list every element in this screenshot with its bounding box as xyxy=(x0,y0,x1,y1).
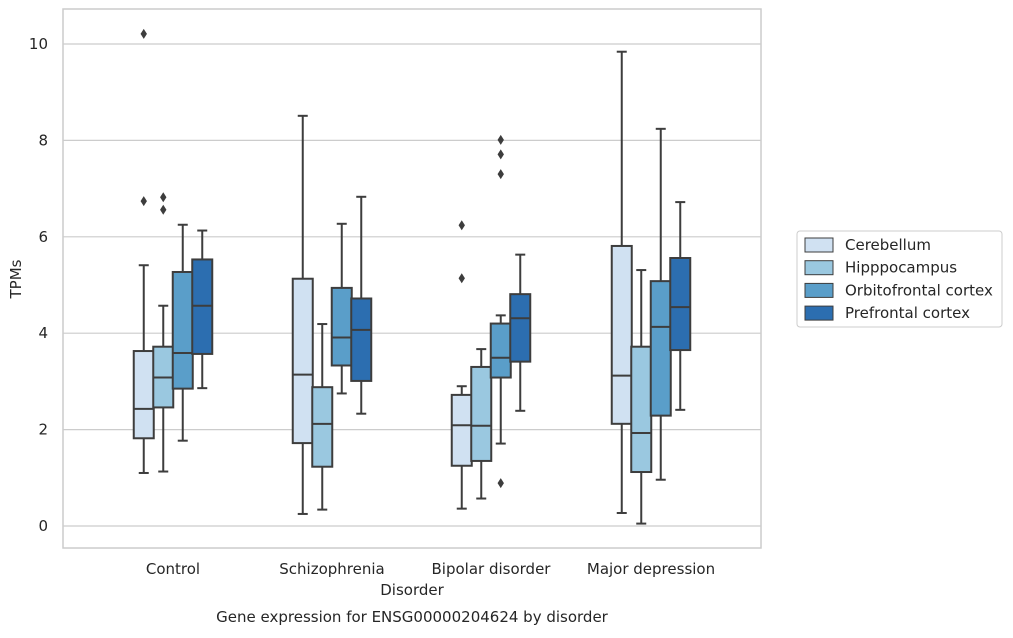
y-tick-label: 6 xyxy=(38,228,48,246)
outlier-point xyxy=(458,273,465,284)
outlier-point xyxy=(160,192,167,203)
box-prefrontal-cortex-bipolar-disorder xyxy=(509,253,532,412)
legend-swatch xyxy=(804,282,834,298)
box-cerebellum-schizophrenia xyxy=(291,114,314,515)
iqr-box xyxy=(470,365,493,462)
box-orbitofrontal-cortex-schizophrenia xyxy=(330,222,353,395)
iqr-box xyxy=(489,322,512,379)
iqr-box xyxy=(450,393,473,467)
iqr-box xyxy=(669,257,692,352)
box-hipppocampus-schizophrenia xyxy=(311,323,334,511)
iqr-box xyxy=(630,345,653,474)
iqr-box xyxy=(610,244,633,425)
y-tick-label: 2 xyxy=(38,421,48,439)
x-tick-label: Major depression xyxy=(587,560,715,578)
box-cerebellum-bipolar-disorder xyxy=(450,220,473,510)
box-orbitofrontal-cortex-control xyxy=(171,223,194,442)
legend-swatch xyxy=(804,237,834,253)
chart-caption: Gene expression for ENSG00000204624 by d… xyxy=(216,608,609,626)
plot-frame xyxy=(62,8,762,549)
box-cerebellum-major-depression xyxy=(610,50,633,514)
outlier-point xyxy=(497,478,504,489)
box-hipppocampus-bipolar-disorder xyxy=(470,348,493,500)
box-prefrontal-cortex-schizophrenia xyxy=(350,195,373,415)
legend-label: Cerebellum xyxy=(845,236,931,254)
x-axis-label: Disorder xyxy=(380,581,444,599)
iqr-box xyxy=(350,297,373,382)
outlier-point xyxy=(458,220,465,231)
outlier-point xyxy=(497,149,504,160)
y-tick-label: 4 xyxy=(38,324,48,342)
y-tick-labels: 0 2 4 6 8 10 xyxy=(29,35,48,535)
box-orbitofrontal-cortex-bipolar-disorder xyxy=(489,134,512,489)
x-tick-label: Bipolar disorder xyxy=(432,560,552,578)
x-tick-labels: Control Schizophrenia Bipolar disorder Majo… xyxy=(146,560,715,578)
iqr-box xyxy=(649,280,672,417)
outlier-point xyxy=(140,196,147,207)
iqr-box xyxy=(311,386,334,468)
box-prefrontal-cortex-control xyxy=(191,229,214,390)
legend-frame xyxy=(796,230,1003,328)
legend: Cerebellum Hipppocampus Orbitofrontal cort… xyxy=(796,230,1003,328)
iqr-box xyxy=(291,277,314,445)
iqr-box xyxy=(330,286,353,367)
y-tick-label: 10 xyxy=(29,35,48,53)
x-tick-label: Schizophrenia xyxy=(279,560,384,578)
box-orbitofrontal-cortex-major-depression xyxy=(649,127,672,481)
box-prefrontal-cortex-major-depression xyxy=(669,201,692,411)
outlier-point xyxy=(140,28,147,39)
box-hipppocampus-major-depression xyxy=(630,269,653,525)
box-cerebellum-control xyxy=(132,28,155,474)
y-axis-label: TPMs xyxy=(7,259,25,299)
outlier-point xyxy=(497,134,504,145)
y-tick-label: 0 xyxy=(38,517,48,535)
legend-label: Prefrontal cortex xyxy=(845,304,970,322)
y-tick-label: 8 xyxy=(38,131,48,149)
legend-swatch xyxy=(804,260,834,276)
x-tick-label: Control xyxy=(146,560,200,578)
legend-label: Hipppocampus xyxy=(845,259,957,277)
iqr-box xyxy=(132,350,155,440)
outlier-point xyxy=(497,169,504,180)
outlier-point xyxy=(160,204,167,215)
boxes-layer xyxy=(132,28,692,525)
legend-swatch xyxy=(804,305,834,321)
iqr-box xyxy=(171,270,194,390)
iqr-box xyxy=(509,293,532,363)
legend-label: Orbitofrontal cortex xyxy=(845,281,993,299)
